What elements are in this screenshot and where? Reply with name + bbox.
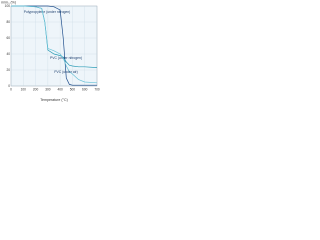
- x-tick-label: 100: [21, 87, 27, 91]
- series-label: PVC (under nitrogen): [50, 56, 82, 60]
- x-tick-label: 200: [33, 87, 39, 91]
- y-axis-label: m/m₀ (%): [1, 0, 16, 4]
- series-line: [11, 5, 98, 84]
- x-tick-label: 700: [94, 87, 100, 91]
- plot-area: [10, 5, 98, 87]
- series-line: [11, 5, 97, 86]
- x-tick-label: 500: [70, 87, 76, 91]
- x-tick-label: 0: [10, 87, 12, 91]
- series-label: Polypropylene (under nitrogen): [24, 10, 71, 14]
- y-tick-label: 40: [6, 52, 10, 56]
- x-tick-label: 300: [45, 87, 51, 91]
- x-axis-label: Temperature (°C): [40, 98, 68, 102]
- y-tick-label: 60: [6, 36, 10, 40]
- x-tick-label: 600: [82, 87, 88, 91]
- x-tick-label: 400: [57, 87, 63, 91]
- y-tick-label: 100: [5, 4, 11, 8]
- y-tick-label: 0: [8, 84, 10, 88]
- y-tick-label: 20: [6, 68, 10, 72]
- series-label: PVC (under air): [54, 70, 78, 74]
- y-tick-label: 80: [6, 20, 10, 24]
